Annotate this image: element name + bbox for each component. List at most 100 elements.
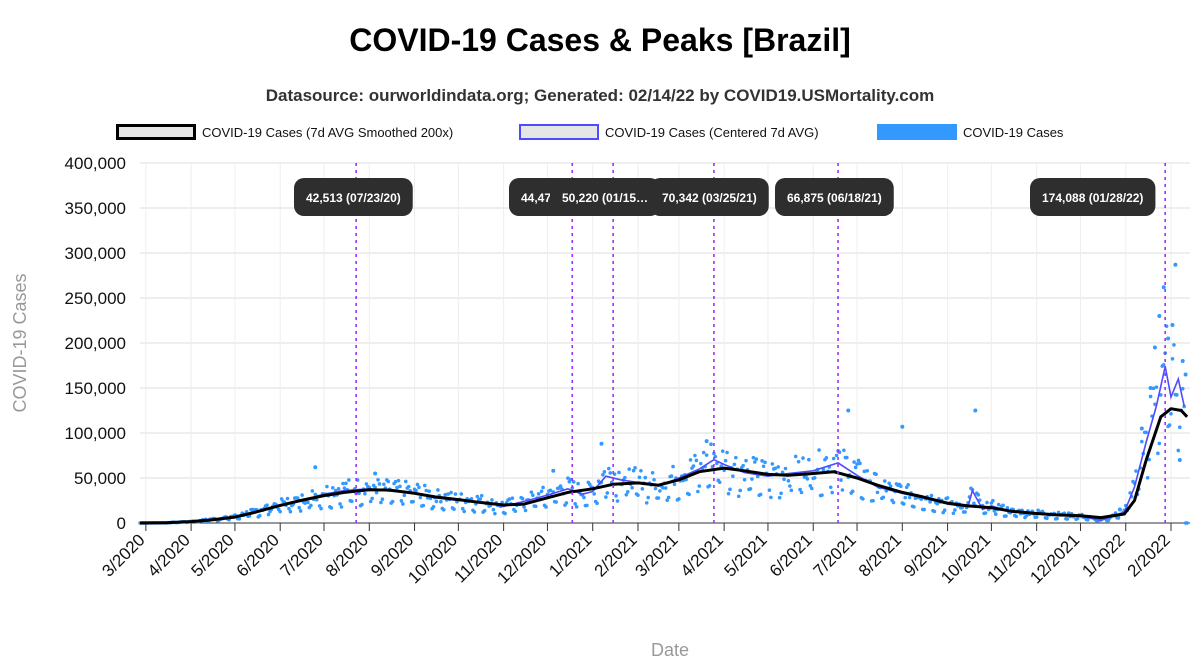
case-point (767, 488, 772, 493)
case-point (510, 496, 515, 500)
case-point (976, 493, 981, 497)
case-point (608, 471, 613, 475)
case-point (786, 479, 791, 483)
case-point (449, 490, 453, 495)
x-tick-label: 6/2021 (766, 530, 816, 580)
legend-label-centered-avg: COVID-19 Cases (Centered 7d AVG) (605, 124, 819, 140)
case-point (614, 493, 618, 498)
case-point (257, 513, 262, 518)
case-point (846, 408, 851, 413)
case-point (845, 455, 849, 460)
case-point (720, 449, 725, 453)
peak-markers: 42,513 (07/23/20) 44,47…50,220 (01/15… 70,… (294, 163, 1166, 523)
peak-label: 174,088 (01/28/22) (1030, 178, 1156, 216)
case-point (1134, 469, 1138, 473)
case-point (415, 482, 420, 487)
case-point (606, 466, 611, 471)
legend-item-cases[interactable]: COVID-19 Cases (877, 124, 1063, 140)
peak-label: 70,342 (03/25/21) (650, 178, 769, 216)
case-point (617, 470, 621, 475)
case-point (963, 510, 967, 514)
case-point (1170, 357, 1175, 361)
case-point (576, 481, 580, 486)
case-point (808, 483, 813, 488)
case-point (656, 496, 661, 500)
case-point (828, 485, 833, 490)
case-point (742, 477, 747, 482)
case-point (1151, 386, 1156, 391)
case-point (871, 498, 875, 503)
case-point (1144, 430, 1148, 435)
x-tick-label: 4/2021 (677, 530, 727, 580)
peak-label-box (550, 178, 661, 216)
case-point (1145, 475, 1150, 480)
case-point (390, 499, 395, 504)
case-point (330, 485, 335, 490)
case-point (643, 475, 648, 480)
x-tick-label: 10/2020 (404, 530, 461, 587)
peak-label-text: 66,875 (06/18/21) (787, 191, 882, 205)
case-point (278, 509, 282, 514)
case-point (325, 484, 329, 489)
legend-label-cases: COVID-19 Cases (963, 124, 1064, 140)
case-point (453, 492, 458, 496)
x-tick-label: 7/2021 (810, 530, 860, 580)
x-tick-label: 6/2020 (233, 530, 283, 580)
case-point (691, 464, 696, 468)
case-point (858, 461, 862, 466)
case-point (493, 511, 497, 516)
case-point (1157, 441, 1162, 446)
case-point (652, 477, 656, 482)
peak-label: 50,220 (01/15… (550, 178, 661, 216)
case-point (1175, 393, 1179, 397)
legend-item-smoothed[interactable]: COVID-19 Cases (7d AVG Smoothed 200x) (116, 124, 453, 140)
case-point (478, 497, 483, 501)
case-point (666, 495, 671, 500)
case-point (1177, 458, 1182, 462)
case-point (687, 492, 691, 497)
y-axis-title: COVID-19 Cases (10, 273, 30, 412)
case-point (300, 493, 304, 497)
case-point (820, 493, 824, 497)
smoothed-line (139, 407, 1189, 525)
case-point (1106, 518, 1111, 523)
y-tick-label: 150,000 (65, 379, 126, 398)
case-point (297, 505, 301, 510)
legend-swatch-centered-avg (519, 124, 599, 140)
legend-item-centered-avg[interactable]: COVID-19 Cases (Centered 7d AVG) (519, 124, 819, 140)
case-point (789, 488, 794, 493)
case-point (441, 507, 446, 512)
x-tick-label: 10/2021 (937, 530, 994, 587)
case-point (377, 482, 382, 486)
case-point (309, 503, 313, 508)
case-point (536, 492, 541, 496)
peak-label: 66,875 (06/18/21) (775, 178, 894, 216)
case-point (1166, 336, 1171, 341)
case-point (712, 451, 716, 456)
case-point (507, 497, 512, 501)
case-point (1004, 514, 1008, 518)
case-point (482, 508, 487, 513)
case-point (554, 500, 559, 504)
case-point (780, 470, 785, 475)
case-point (704, 453, 709, 457)
case-point (422, 483, 427, 488)
case-point (639, 468, 643, 473)
case-point (807, 457, 811, 462)
case-point (582, 495, 586, 500)
y-tick-label: 200,000 (65, 334, 126, 353)
case-point (382, 482, 386, 487)
case-point (434, 499, 439, 504)
y-tick-label: 0 (117, 514, 126, 533)
case-point (773, 466, 778, 471)
case-point (317, 504, 322, 508)
case-point (368, 499, 373, 504)
case-point (595, 501, 599, 506)
x-tick-label: 12/2020 (493, 530, 550, 587)
case-point (1180, 386, 1185, 391)
case-point (313, 492, 318, 497)
case-point (587, 482, 592, 487)
case-point (1183, 372, 1188, 377)
case-point (1157, 314, 1162, 318)
